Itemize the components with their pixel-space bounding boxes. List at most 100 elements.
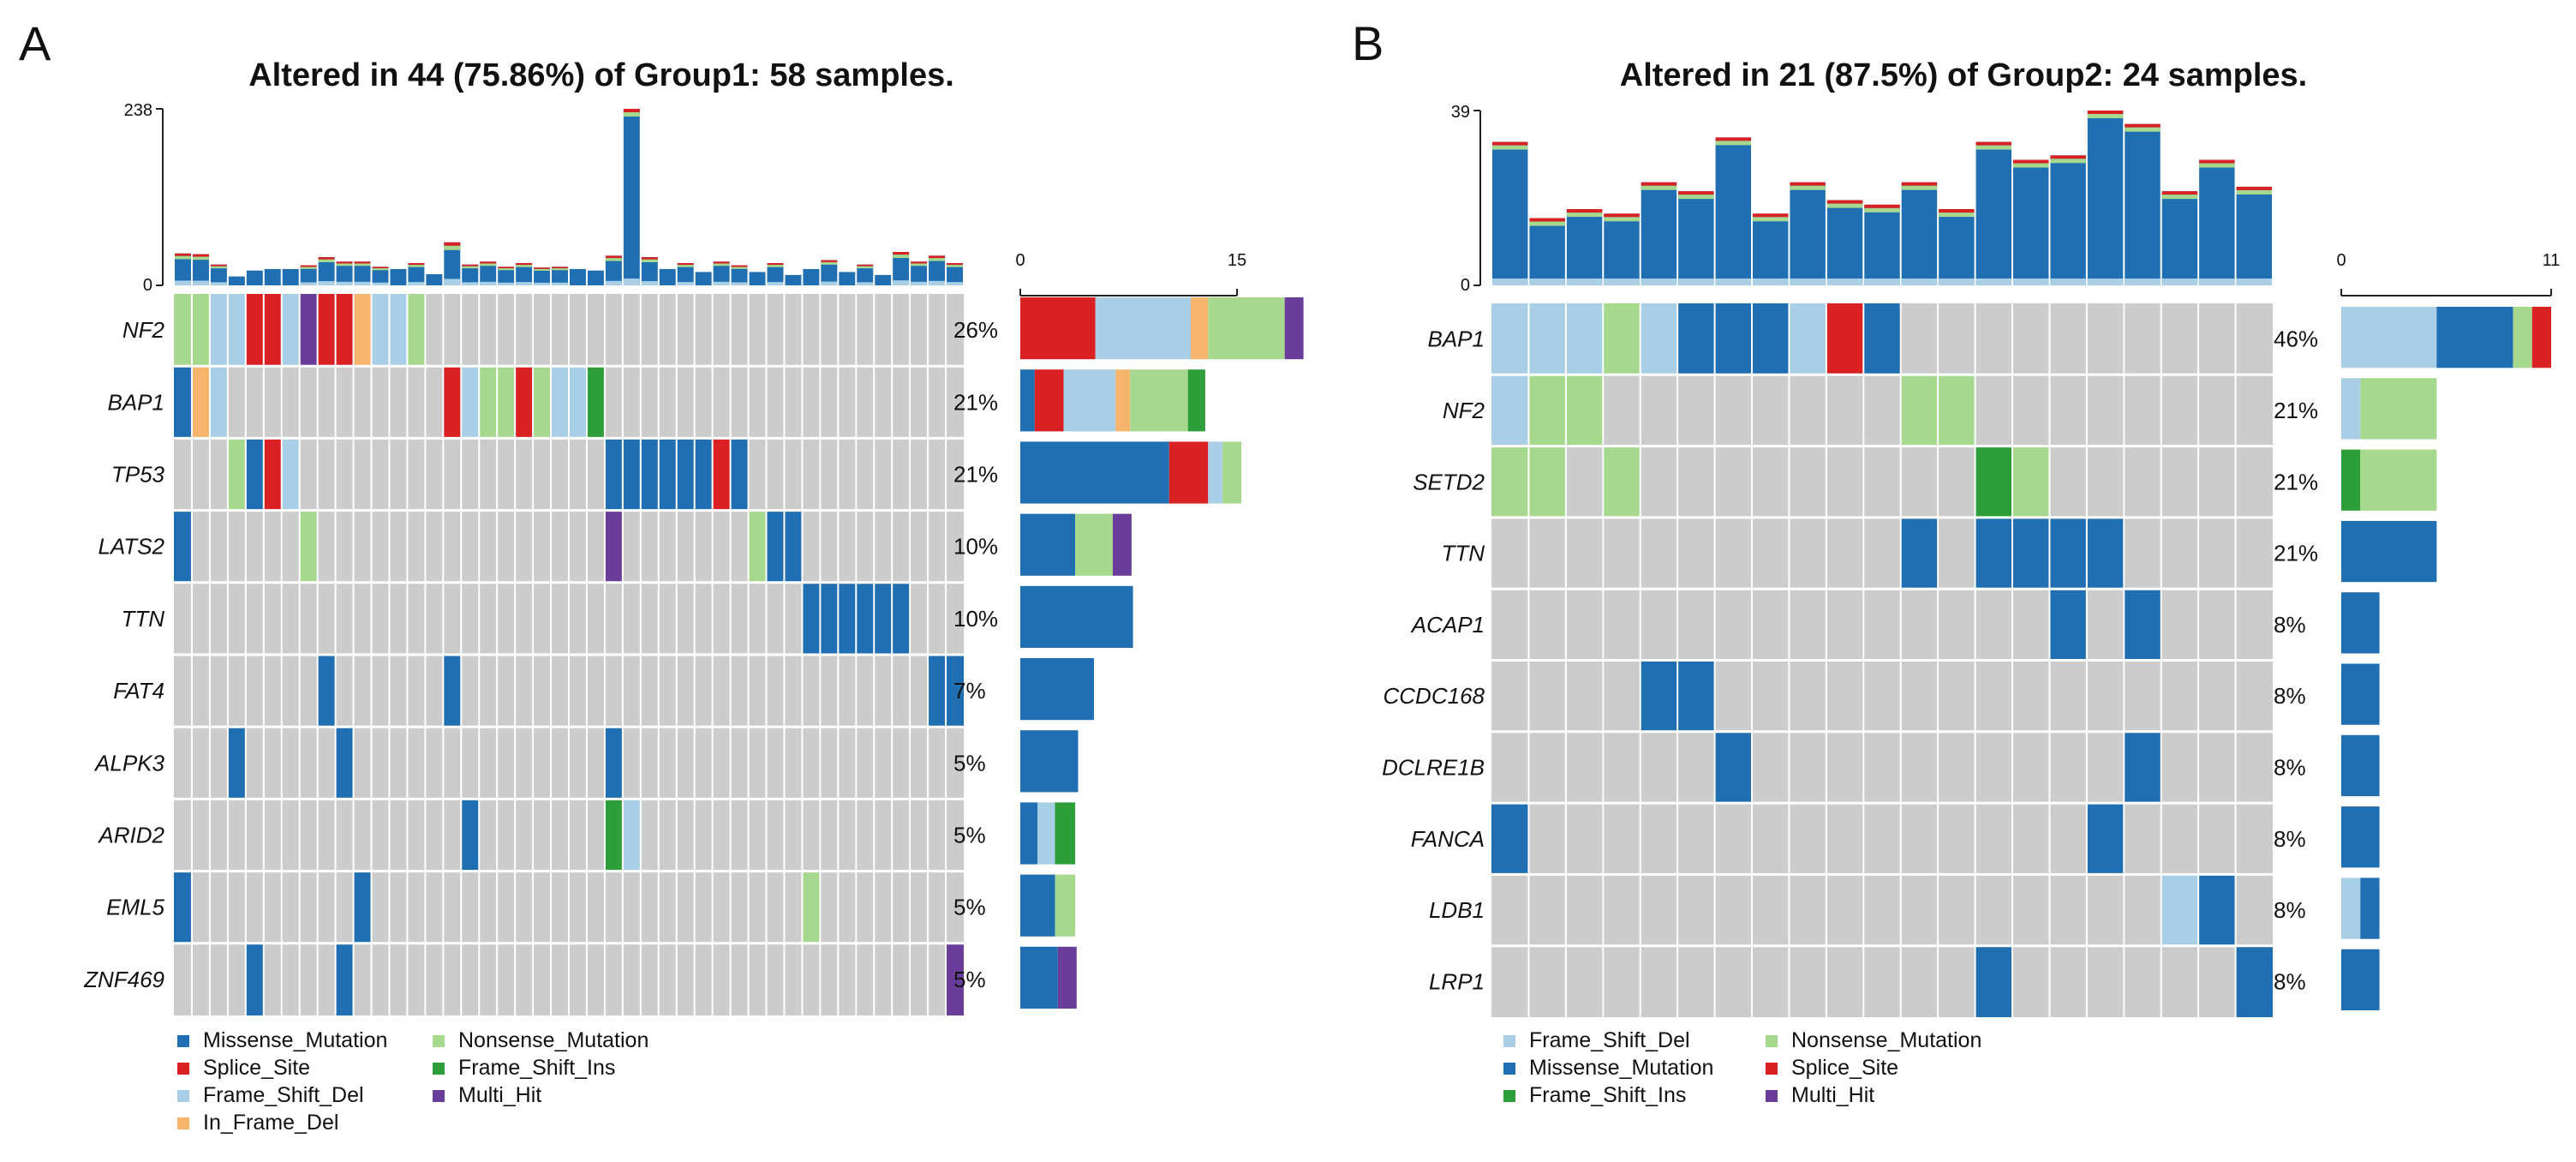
right-axis-tick-label: 15 [1228,251,1246,270]
top-bar-segment [893,252,910,255]
gene-percent: 21% [953,462,998,488]
top-bar-segment [1715,279,1751,285]
top-bar [1566,209,1603,285]
top-bar-segment [1753,213,1789,285]
top-bar-segment [2013,159,2049,164]
mutation-cell [353,871,372,943]
top-bar-segment [731,265,748,285]
top-bar-segment [2013,159,2049,285]
top-bar-segment [175,255,191,260]
gene-percent: 8% [2274,612,2306,638]
legend-item: Frame_Shift_Del [177,1083,364,1107]
top-bar-segment [534,267,551,269]
top-bar-segment [2050,155,2086,285]
top-bar-segment [659,268,676,285]
top-bar-segment [2050,155,2086,159]
mutation-cell [281,294,300,367]
mutation-cell [2086,517,2125,590]
legend-item: Multi_Hit [433,1083,541,1107]
panel-a: A Altered in 44 (75.86%) of Group1: 58 s… [19,16,1304,1135]
mutation-cell [227,727,246,800]
gene-count-segment [1020,946,1058,1009]
gene-percent: 7% [953,678,986,704]
legend-item: Missense_Mutation [177,1028,387,1052]
top-bar-segment [516,263,533,266]
legend-item: Nonsense_Mutation [1766,1028,1981,1052]
mutation-cell [174,510,192,583]
top-bar-segment [336,281,353,285]
mutation-cell [209,366,228,439]
gene-percent: 8% [2274,897,2306,923]
top-bar-segment [1790,185,1826,190]
top-bar-segment [2236,186,2272,190]
top-bar [785,274,802,285]
gene-count-segment [1112,513,1132,576]
top-bar-segment [1790,182,1826,285]
gene-count-segment [1020,369,1035,432]
top-bar-segment [767,282,784,285]
top-bar-segment [1939,209,1975,285]
top-bar-segment [893,255,910,259]
top-bar [192,254,209,285]
top-bar-segment [857,266,874,269]
gene-percent: 5% [953,895,986,920]
gene-count-segment [2436,307,2513,368]
gene-percent: 21% [2274,541,2318,566]
gene-count-bar [2341,806,2380,868]
top-bar-segment [1826,279,1863,285]
mutation-cell [604,727,623,800]
top-bar-segment [677,265,694,267]
top-bar-segment [623,109,640,285]
gene-label: NF2 [123,317,165,343]
top-bar-segment [2236,186,2272,285]
legend-item: Nonsense_Mutation [433,1028,648,1052]
panel-b: B Altered in 21 (87.5%) of Group2: 24 sa… [1352,16,2560,1107]
top-bar-segment [1604,213,1640,285]
legend-label: Frame_Shift_Ins [458,1056,615,1080]
top-bar [516,263,533,285]
gene-count-segment [1055,802,1076,865]
gene-count-segment [2341,663,2380,725]
top-bar-segment [1864,207,1900,213]
legend-swatch [1766,1063,1778,1075]
mutation-cell [2235,945,2273,1017]
gene-count-segment [2341,806,2380,868]
top-bar-segment [2236,279,2272,285]
mutation-cell [1640,303,1678,375]
mutation-cell [1789,303,1826,375]
top-bar-segment [462,264,479,267]
mutation-cell [443,366,462,439]
top-bar-segment [2087,111,2124,114]
legend-swatch [1766,1035,1778,1047]
legend-swatch [177,1035,189,1047]
top-bar-segment [605,255,622,285]
top-bar-segment [2087,279,2124,285]
mutation-cell [533,366,552,439]
gene-count-segment [1020,802,1038,865]
gene-count-segment [1208,297,1285,360]
top-bar-segment [210,264,227,285]
mutation-cell [1826,303,1864,375]
gene-percent: 10% [953,534,998,560]
mutation-cell [1640,660,1678,732]
mutation-cell [1603,446,1641,518]
gene-percent: 5% [953,823,986,848]
top-bar-segment [444,242,461,285]
mutation-cell [1491,374,1529,446]
top-bar-segment [623,279,640,285]
gene-count-segment [1075,513,1113,576]
top-bar-segment [516,282,533,285]
top-bar-segment [534,267,551,285]
legend-swatch [1503,1063,1515,1075]
top-bar-segment [731,265,748,267]
top-bar-segment [605,258,622,261]
top-bar-segment [462,264,479,285]
top-bar-segment [300,282,317,285]
mutation-cell [928,655,947,728]
mutation-cell [569,366,587,439]
legend-item: Splice_Site [177,1056,310,1080]
mutation-cell [946,655,964,728]
top-bar-segment [713,281,730,285]
top-bar-segment [1566,209,1603,213]
